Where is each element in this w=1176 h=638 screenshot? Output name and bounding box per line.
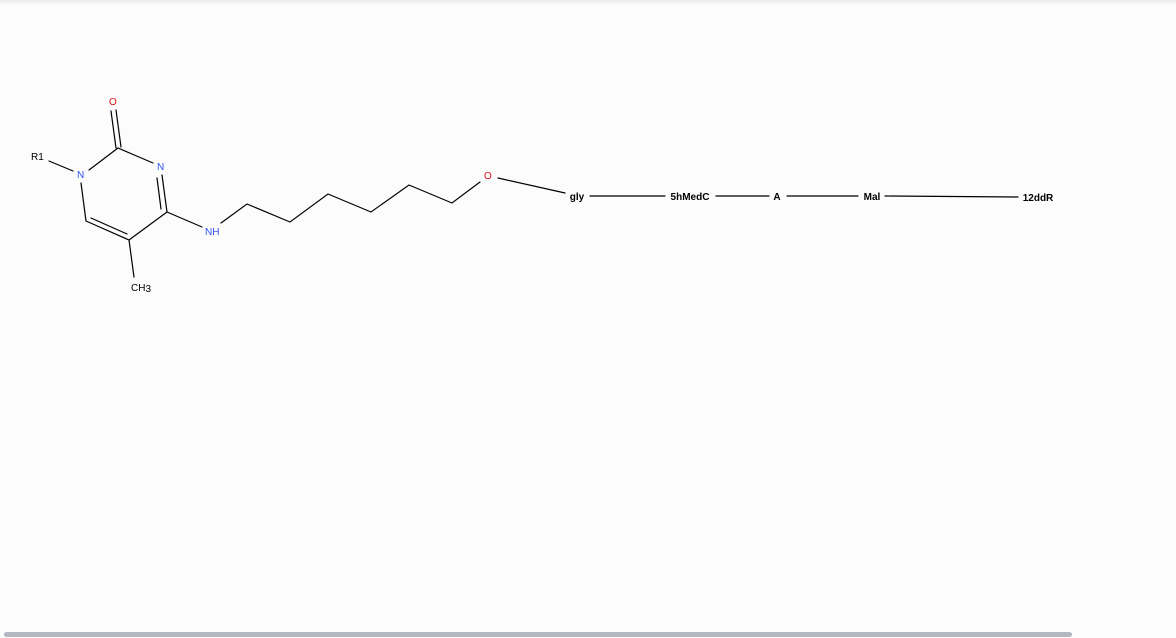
scrollbar-thumb[interactable] <box>4 632 1072 637</box>
atom-nh: NH <box>205 227 219 238</box>
sequence-residues: gly 5hMedC A Mal 12ddR <box>570 192 1054 204</box>
residue-a[interactable]: A <box>773 192 780 203</box>
bond-c2-o-b <box>115 109 122 148</box>
bond-o-gly <box>497 177 566 194</box>
residue-5hmedc[interactable]: 5hMedC <box>671 192 710 203</box>
horizontal-scrollbar[interactable] <box>0 629 1176 638</box>
bond-n1-c2 <box>88 147 119 171</box>
bond-r1-n1 <box>48 160 74 172</box>
bond-n3-c4-a <box>161 174 168 213</box>
bond-c5-ch3 <box>128 239 135 278</box>
atom-ch3-subscript: 3 <box>145 284 151 295</box>
bond-c4-nh <box>166 211 203 228</box>
bond-c5-c6-b <box>90 217 128 235</box>
bonds <box>48 109 1019 278</box>
bond-c4-c5 <box>128 211 168 241</box>
atom-ch3-main: CH <box>131 283 145 294</box>
atom-n3: N <box>157 162 164 173</box>
residue-12ddr[interactable]: 12ddR <box>1023 193 1054 204</box>
atom-labels: R1 N O N NH CH3 O <box>31 97 492 295</box>
atom-o2: O <box>109 97 117 108</box>
bond-c2-n3 <box>117 147 154 164</box>
atom-ch3: CH3 <box>131 283 151 295</box>
link-mal-12ddr <box>884 195 1019 198</box>
bond-n3-c4-b <box>156 177 162 210</box>
bond-linker-chain <box>220 181 481 224</box>
bond-c6-n1 <box>80 182 87 222</box>
residue-gly[interactable]: gly <box>570 192 585 203</box>
bond-c2-o-a <box>110 110 117 149</box>
atom-o-linker: O <box>484 171 492 182</box>
atom-n1: N <box>77 170 84 181</box>
bond-c5-c6-a <box>85 220 130 241</box>
top-border <box>0 0 1176 5</box>
atom-r1: R1 <box>31 152 44 163</box>
residue-mal[interactable]: Mal <box>864 192 881 203</box>
